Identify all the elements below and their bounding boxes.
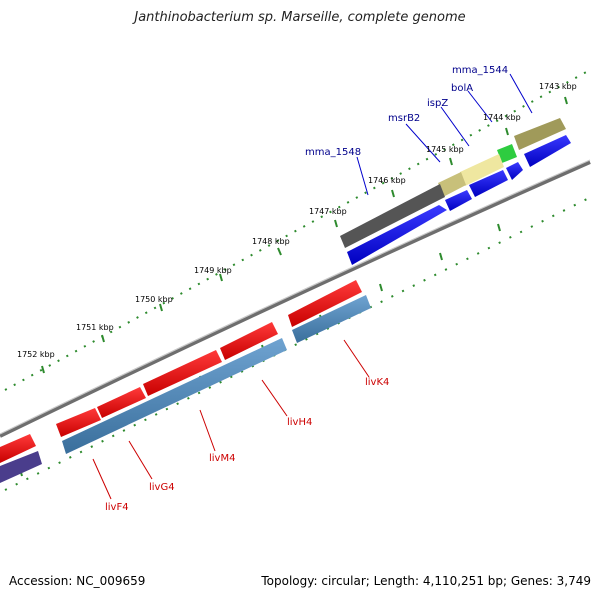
scale-label: 1746 kbp	[368, 176, 406, 185]
forward-cds-arrow	[524, 135, 571, 167]
forward-feature-mma_1548	[340, 184, 445, 248]
forward-feature-track	[340, 118, 566, 248]
scale-label: 1750 kbp	[135, 295, 173, 304]
gene-label-livF4: livF4	[105, 502, 129, 513]
scale-label: 1744 kbp	[483, 113, 521, 122]
reverse-operon-segment	[62, 338, 287, 454]
reverse-cds-arrow	[56, 408, 101, 437]
forward-feature-msrB2	[438, 172, 466, 197]
forward-feature-mma_1544	[514, 118, 566, 150]
scale-label: 1752 kbp	[17, 350, 55, 359]
forward-gene-labels: mma_1544 bolA ispZ msrB2 mma_1548	[305, 65, 508, 158]
forward-cds-arrow	[347, 205, 447, 265]
forward-feature-bolA	[497, 144, 517, 163]
gene-label-livH4: livH4	[287, 417, 312, 428]
forward-feature-ispZ	[460, 154, 504, 186]
gene-label-bolA: bolA	[451, 83, 473, 94]
accession-text: Accession: NC_009659	[9, 574, 146, 588]
forward-cds-track	[347, 135, 571, 265]
gene-label-mma_1544: mma_1544	[452, 65, 508, 76]
scale-label: 1745 kbp	[426, 145, 464, 154]
gene-label-livM4: livM4	[209, 453, 235, 464]
reverse-cds-arrow	[97, 387, 146, 418]
forward-cds-arrow	[469, 170, 508, 197]
tick-ring-inner	[4, 194, 596, 491]
scale-label: 1748 kbp	[252, 237, 290, 246]
scale-label: 1743 kbp	[539, 82, 577, 91]
scale-label: 1747 kbp	[309, 207, 347, 216]
reverse-operon-segment	[0, 451, 42, 483]
genome-backbone-highlight	[0, 159, 591, 435]
genome-stats-text: Topology: circular; Length: 4,110,251 bp…	[261, 574, 591, 588]
reverse-label-leaders	[92, 339, 370, 500]
major-ticks-outer	[41, 96, 568, 374]
forward-cds-arrow	[445, 190, 472, 211]
reverse-operon-segment	[292, 295, 371, 343]
forward-cds-arrow	[506, 162, 523, 180]
scale-labels: 1743 kbp 1744 kbp 1745 kbp 1746 kbp 1747…	[17, 82, 577, 359]
reverse-cds-arrow	[220, 322, 278, 360]
scale-label: 1751 kbp	[76, 323, 114, 332]
gene-label-livK4: livK4	[365, 377, 389, 388]
reverse-cds-track	[0, 280, 362, 463]
reverse-cds-arrow	[288, 280, 362, 327]
gene-label-ispZ: ispZ	[427, 98, 448, 109]
genome-backbone	[0, 160, 591, 438]
forward-label-leaders	[356, 73, 533, 196]
gene-label-msrB2: msrB2	[388, 113, 420, 124]
scale-label: 1749 kbp	[194, 266, 232, 275]
reverse-cds-arrow	[143, 350, 222, 396]
reverse-cds-arrow	[0, 434, 36, 463]
reverse-gene-labels: livK4 livH4 livM4 livG4 livF4	[105, 377, 389, 513]
gene-label-livG4: livG4	[149, 482, 175, 493]
gene-label-mma_1548: mma_1548	[305, 147, 361, 158]
reverse-operon-track	[0, 295, 371, 483]
page-title: Janthinobacterium sp. Marseille, complet…	[134, 10, 466, 25]
